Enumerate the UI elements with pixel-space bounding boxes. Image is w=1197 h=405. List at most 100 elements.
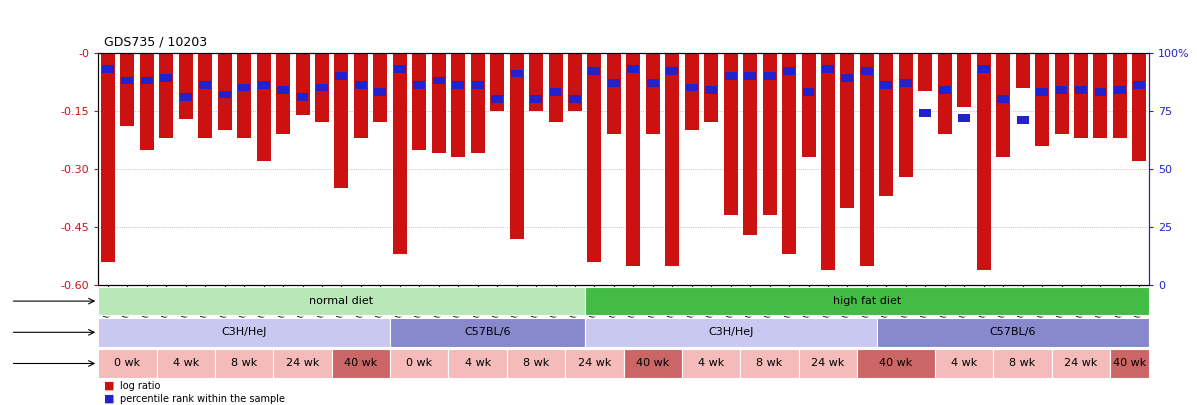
Bar — [101, 53, 115, 262]
Text: 8 wk: 8 wk — [231, 358, 257, 369]
Bar — [1132, 53, 1147, 161]
Bar — [215, 349, 273, 378]
Bar — [565, 349, 624, 378]
Bar — [646, 79, 658, 87]
Bar — [1015, 53, 1029, 87]
Bar — [393, 53, 407, 254]
Bar — [160, 75, 172, 82]
Bar — [390, 349, 449, 378]
Bar — [470, 53, 485, 153]
Bar — [432, 53, 445, 153]
Text: log ratio: log ratio — [120, 381, 160, 391]
Text: 24 wk: 24 wk — [286, 358, 320, 369]
Bar — [1055, 53, 1069, 134]
Bar — [567, 53, 582, 111]
Bar — [356, 81, 366, 89]
Text: GDS735 / 10203: GDS735 / 10203 — [104, 36, 207, 49]
Bar — [373, 53, 388, 122]
Bar — [549, 88, 561, 96]
Bar — [1134, 81, 1146, 89]
Bar — [506, 349, 565, 378]
Bar — [762, 53, 777, 215]
Bar — [354, 53, 367, 138]
Bar — [584, 287, 1149, 315]
Bar — [821, 53, 836, 270]
Bar — [607, 53, 621, 134]
Bar — [277, 53, 290, 134]
Text: 40 wk: 40 wk — [1113, 358, 1147, 369]
Bar — [159, 53, 174, 138]
Bar — [511, 70, 523, 77]
Bar — [841, 75, 853, 82]
Bar — [686, 84, 698, 92]
Bar — [140, 53, 154, 149]
Bar — [724, 72, 736, 80]
Bar — [491, 95, 503, 103]
Bar — [666, 53, 680, 266]
Bar — [529, 53, 543, 111]
Text: 24 wk: 24 wk — [1064, 358, 1098, 369]
Bar — [394, 65, 406, 73]
Text: 4 wk: 4 wk — [698, 358, 724, 369]
Bar — [257, 81, 269, 89]
Bar — [840, 53, 855, 208]
Bar — [334, 53, 348, 188]
Bar — [997, 95, 1009, 103]
Bar — [994, 349, 1052, 378]
Bar — [121, 53, 134, 126]
Bar — [1075, 86, 1087, 94]
Bar — [98, 318, 390, 347]
Bar — [745, 72, 757, 80]
Bar — [880, 53, 893, 196]
Bar — [449, 349, 506, 378]
Text: high fat diet: high fat diet — [833, 296, 901, 306]
Bar — [375, 88, 387, 96]
Bar — [180, 93, 192, 101]
Bar — [433, 77, 445, 84]
Bar — [490, 53, 504, 111]
Bar — [199, 53, 212, 138]
Bar — [589, 67, 601, 75]
Bar — [646, 53, 660, 134]
Bar — [667, 67, 679, 75]
Bar — [510, 53, 523, 239]
Text: C57BL/6: C57BL/6 — [464, 327, 511, 337]
Bar — [157, 349, 215, 378]
Bar — [802, 53, 815, 157]
Bar — [413, 81, 425, 89]
Bar — [881, 81, 892, 89]
Bar — [1016, 116, 1028, 124]
Bar — [296, 53, 310, 115]
Bar — [1113, 53, 1126, 138]
Bar — [685, 53, 699, 130]
Text: 4 wk: 4 wk — [464, 358, 491, 369]
Bar — [959, 114, 971, 121]
Bar — [1056, 86, 1068, 94]
Bar — [98, 287, 584, 315]
Text: 4 wk: 4 wk — [172, 358, 199, 369]
Text: 40 wk: 40 wk — [636, 358, 669, 369]
Bar — [782, 53, 796, 254]
Bar — [297, 93, 309, 101]
Bar — [178, 53, 193, 119]
Bar — [724, 53, 737, 215]
Bar — [977, 53, 991, 270]
Bar — [626, 53, 640, 266]
Bar — [588, 53, 601, 262]
Bar — [332, 349, 390, 378]
Bar — [705, 86, 717, 94]
Bar — [937, 53, 952, 134]
Bar — [530, 95, 542, 103]
Bar — [1093, 53, 1107, 138]
Bar — [861, 67, 873, 75]
Text: percentile rank within the sample: percentile rank within the sample — [120, 394, 285, 404]
Bar — [256, 53, 271, 161]
Bar — [390, 318, 584, 347]
Bar — [121, 77, 133, 84]
Bar — [624, 349, 682, 378]
Bar — [548, 53, 563, 122]
Bar — [1074, 53, 1088, 138]
Bar — [876, 318, 1149, 347]
Bar — [273, 349, 332, 378]
Text: ■: ■ — [104, 381, 115, 391]
